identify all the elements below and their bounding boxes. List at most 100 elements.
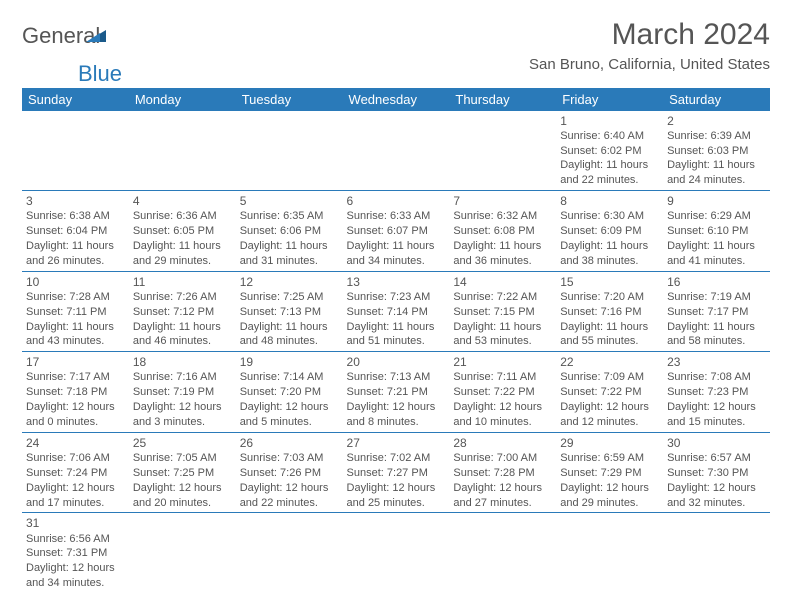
calendar-cell: 17Sunrise: 7:17 AMSunset: 7:18 PMDayligh…	[22, 352, 129, 433]
day-number: 4	[133, 193, 232, 209]
day-details: Sunrise: 6:36 AMSunset: 6:05 PMDaylight:…	[133, 209, 232, 268]
day-details: Sunrise: 6:57 AMSunset: 7:30 PMDaylight:…	[667, 451, 766, 510]
daylight-line: Daylight: 11 hours and 51 minutes.	[347, 320, 446, 350]
sunrise-line: Sunrise: 7:05 AM	[133, 451, 232, 466]
calendar-cell: 24Sunrise: 7:06 AMSunset: 7:24 PMDayligh…	[22, 432, 129, 513]
daylight-line: Daylight: 12 hours and 17 minutes.	[26, 481, 125, 511]
day-number: 6	[347, 193, 446, 209]
daylight-line: Daylight: 12 hours and 10 minutes.	[453, 400, 552, 430]
header: General Blue March 2024 San Bruno, Calif…	[22, 18, 770, 84]
day-header: Thursday	[449, 88, 556, 111]
sunrise-line: Sunrise: 7:02 AM	[347, 451, 446, 466]
sunrise-line: Sunrise: 6:40 AM	[560, 129, 659, 144]
day-number: 31	[26, 515, 125, 531]
sunset-line: Sunset: 7:29 PM	[560, 466, 659, 481]
day-details: Sunrise: 7:05 AMSunset: 7:25 PMDaylight:…	[133, 451, 232, 510]
calendar-row: 3Sunrise: 6:38 AMSunset: 6:04 PMDaylight…	[22, 191, 770, 272]
daylight-line: Daylight: 12 hours and 12 minutes.	[560, 400, 659, 430]
calendar-cell	[343, 111, 450, 191]
daylight-line: Daylight: 11 hours and 38 minutes.	[560, 239, 659, 269]
daylight-line: Daylight: 12 hours and 5 minutes.	[240, 400, 339, 430]
day-number: 18	[133, 354, 232, 370]
sunset-line: Sunset: 7:12 PM	[133, 305, 232, 320]
sunrise-line: Sunrise: 7:28 AM	[26, 290, 125, 305]
day-number: 17	[26, 354, 125, 370]
calendar-cell: 12Sunrise: 7:25 AMSunset: 7:13 PMDayligh…	[236, 271, 343, 352]
calendar-cell: 27Sunrise: 7:02 AMSunset: 7:27 PMDayligh…	[343, 432, 450, 513]
day-details: Sunrise: 7:11 AMSunset: 7:22 PMDaylight:…	[453, 370, 552, 429]
day-details: Sunrise: 7:19 AMSunset: 7:17 PMDaylight:…	[667, 290, 766, 349]
day-number: 24	[26, 435, 125, 451]
sunrise-line: Sunrise: 7:26 AM	[133, 290, 232, 305]
sunrise-line: Sunrise: 6:29 AM	[667, 209, 766, 224]
day-details: Sunrise: 6:29 AMSunset: 6:10 PMDaylight:…	[667, 209, 766, 268]
day-details: Sunrise: 6:30 AMSunset: 6:09 PMDaylight:…	[560, 209, 659, 268]
daylight-line: Daylight: 11 hours and 34 minutes.	[347, 239, 446, 269]
daylight-line: Daylight: 11 hours and 53 minutes.	[453, 320, 552, 350]
sunrise-line: Sunrise: 7:22 AM	[453, 290, 552, 305]
sunset-line: Sunset: 7:14 PM	[347, 305, 446, 320]
sunrise-line: Sunrise: 7:06 AM	[26, 451, 125, 466]
sunset-line: Sunset: 6:07 PM	[347, 224, 446, 239]
day-number: 3	[26, 193, 125, 209]
logo-word2: Blue	[78, 61, 122, 86]
sunrise-line: Sunrise: 7:13 AM	[347, 370, 446, 385]
day-number: 2	[667, 113, 766, 129]
sunrise-line: Sunrise: 6:39 AM	[667, 129, 766, 144]
sunset-line: Sunset: 6:02 PM	[560, 144, 659, 159]
sunrise-line: Sunrise: 6:30 AM	[560, 209, 659, 224]
calendar-cell: 4Sunrise: 6:36 AMSunset: 6:05 PMDaylight…	[129, 191, 236, 272]
calendar-cell: 3Sunrise: 6:38 AMSunset: 6:04 PMDaylight…	[22, 191, 129, 272]
sunrise-line: Sunrise: 6:38 AM	[26, 209, 125, 224]
day-details: Sunrise: 7:06 AMSunset: 7:24 PMDaylight:…	[26, 451, 125, 510]
day-number: 8	[560, 193, 659, 209]
title-block: March 2024 San Bruno, California, United…	[529, 18, 770, 73]
daylight-line: Daylight: 12 hours and 32 minutes.	[667, 481, 766, 511]
daylight-line: Daylight: 11 hours and 24 minutes.	[667, 158, 766, 188]
day-details: Sunrise: 6:59 AMSunset: 7:29 PMDaylight:…	[560, 451, 659, 510]
sunrise-line: Sunrise: 6:59 AM	[560, 451, 659, 466]
day-header: Sunday	[22, 88, 129, 111]
sunset-line: Sunset: 7:15 PM	[453, 305, 552, 320]
sunset-line: Sunset: 7:11 PM	[26, 305, 125, 320]
daylight-line: Daylight: 12 hours and 29 minutes.	[560, 481, 659, 511]
sunrise-line: Sunrise: 7:14 AM	[240, 370, 339, 385]
day-details: Sunrise: 7:16 AMSunset: 7:19 PMDaylight:…	[133, 370, 232, 429]
calendar-cell: 15Sunrise: 7:20 AMSunset: 7:16 PMDayligh…	[556, 271, 663, 352]
sunset-line: Sunset: 6:06 PM	[240, 224, 339, 239]
daylight-line: Daylight: 12 hours and 25 minutes.	[347, 481, 446, 511]
daylight-line: Daylight: 11 hours and 55 minutes.	[560, 320, 659, 350]
day-details: Sunrise: 7:20 AMSunset: 7:16 PMDaylight:…	[560, 290, 659, 349]
day-details: Sunrise: 7:22 AMSunset: 7:15 PMDaylight:…	[453, 290, 552, 349]
day-details: Sunrise: 7:02 AMSunset: 7:27 PMDaylight:…	[347, 451, 446, 510]
daylight-line: Daylight: 11 hours and 26 minutes.	[26, 239, 125, 269]
sunset-line: Sunset: 7:26 PM	[240, 466, 339, 481]
calendar-cell: 30Sunrise: 6:57 AMSunset: 7:30 PMDayligh…	[663, 432, 770, 513]
day-details: Sunrise: 6:35 AMSunset: 6:06 PMDaylight:…	[240, 209, 339, 268]
day-header: Saturday	[663, 88, 770, 111]
calendar-cell: 7Sunrise: 6:32 AMSunset: 6:08 PMDaylight…	[449, 191, 556, 272]
calendar-cell	[129, 513, 236, 593]
sunset-line: Sunset: 7:27 PM	[347, 466, 446, 481]
sunset-line: Sunset: 7:31 PM	[26, 546, 125, 561]
day-number: 9	[667, 193, 766, 209]
calendar-cell: 18Sunrise: 7:16 AMSunset: 7:19 PMDayligh…	[129, 352, 236, 433]
day-number: 29	[560, 435, 659, 451]
calendar-cell: 14Sunrise: 7:22 AMSunset: 7:15 PMDayligh…	[449, 271, 556, 352]
sunset-line: Sunset: 6:10 PM	[667, 224, 766, 239]
day-details: Sunrise: 7:25 AMSunset: 7:13 PMDaylight:…	[240, 290, 339, 349]
calendar-cell: 11Sunrise: 7:26 AMSunset: 7:12 PMDayligh…	[129, 271, 236, 352]
calendar-cell: 8Sunrise: 6:30 AMSunset: 6:09 PMDaylight…	[556, 191, 663, 272]
logo-sail-icon	[86, 26, 108, 46]
calendar-cell: 5Sunrise: 6:35 AMSunset: 6:06 PMDaylight…	[236, 191, 343, 272]
daylight-line: Daylight: 12 hours and 34 minutes.	[26, 561, 125, 591]
calendar-table: SundayMondayTuesdayWednesdayThursdayFrid…	[22, 88, 770, 593]
sunset-line: Sunset: 7:23 PM	[667, 385, 766, 400]
day-details: Sunrise: 7:28 AMSunset: 7:11 PMDaylight:…	[26, 290, 125, 349]
day-details: Sunrise: 6:40 AMSunset: 6:02 PMDaylight:…	[560, 129, 659, 188]
calendar-cell: 9Sunrise: 6:29 AMSunset: 6:10 PMDaylight…	[663, 191, 770, 272]
sunrise-line: Sunrise: 7:11 AM	[453, 370, 552, 385]
day-details: Sunrise: 7:26 AMSunset: 7:12 PMDaylight:…	[133, 290, 232, 349]
calendar-row: 10Sunrise: 7:28 AMSunset: 7:11 PMDayligh…	[22, 271, 770, 352]
sunset-line: Sunset: 7:13 PM	[240, 305, 339, 320]
